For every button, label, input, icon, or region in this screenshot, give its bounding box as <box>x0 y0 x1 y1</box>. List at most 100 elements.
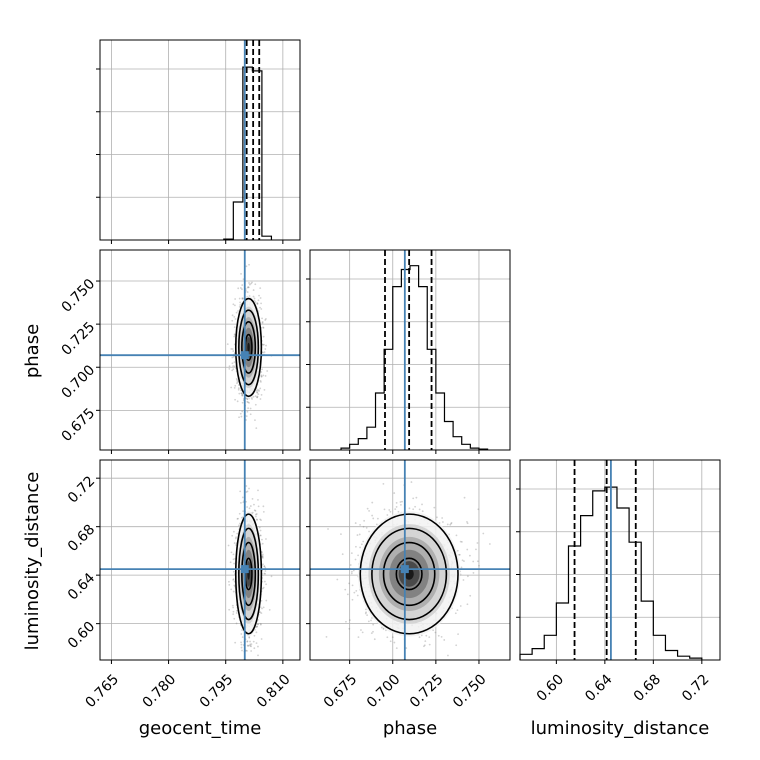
sample-point <box>249 640 251 643</box>
sample-point <box>424 640 427 643</box>
sample-point <box>241 649 243 652</box>
sample-point <box>370 619 372 622</box>
sample-point <box>248 636 251 639</box>
density-contour <box>359 513 459 635</box>
sample-point <box>239 287 242 289</box>
sample-point <box>236 532 239 535</box>
sample-point <box>246 286 249 289</box>
sample-point <box>256 396 259 399</box>
xtick-label-luminosity-distance: 0.60 <box>534 671 567 704</box>
sample-point <box>227 544 230 547</box>
sample-point <box>260 393 263 396</box>
sample-point <box>252 295 255 298</box>
sample-point <box>423 644 426 647</box>
sample-point <box>249 505 252 507</box>
xtick-label-geocent-time: 0.810 <box>254 671 294 711</box>
sample-point <box>241 298 244 300</box>
xtick-label-luminosity-distance: 0.64 <box>582 671 615 704</box>
xtick-label-geocent-time: 0.765 <box>83 671 123 711</box>
sample-point <box>395 647 398 650</box>
joint-panel-phase-luminosity-distance: 0.675 0.700 0.725 0.750 <box>306 459 511 711</box>
sample-point <box>262 563 264 566</box>
sample-point <box>251 398 253 400</box>
sample-point <box>248 487 250 490</box>
sample-point <box>253 647 256 650</box>
density-contour <box>238 309 260 386</box>
sample-point <box>345 620 347 623</box>
sample-point <box>341 553 344 556</box>
sample-point <box>259 534 262 537</box>
sample-point <box>259 534 262 537</box>
sample-point <box>257 654 259 657</box>
sample-point <box>236 382 238 385</box>
sample-point <box>362 540 365 543</box>
sample-point <box>367 620 370 623</box>
sample-point <box>262 510 265 513</box>
sample-point <box>231 314 234 317</box>
sample-point <box>372 517 375 520</box>
ytick-label-luminosity-distance: 0.60 <box>65 619 98 652</box>
sample-point <box>263 565 266 568</box>
sample-point <box>472 560 475 563</box>
sample-point <box>257 489 259 492</box>
sample-point <box>228 608 231 611</box>
sample-point <box>372 623 375 626</box>
sample-point <box>466 548 469 551</box>
sample-point <box>262 505 265 508</box>
hist-panel-luminosity-distance: 0.60 0.64 0.68 0.72 <box>516 459 721 705</box>
sample-point <box>482 532 485 535</box>
sample-point <box>233 326 236 328</box>
sample-point <box>250 282 253 285</box>
sample-point <box>256 302 259 305</box>
sample-point <box>233 530 235 533</box>
sample-point <box>230 588 233 591</box>
ytick-label-phase: 0.700 <box>59 362 99 402</box>
sample-point <box>238 512 241 515</box>
sample-point <box>232 365 235 367</box>
sample-point <box>233 562 236 565</box>
xtick-label-geocent-time: 0.780 <box>140 671 180 711</box>
sample-point <box>255 642 258 645</box>
sample-point <box>246 640 249 643</box>
ytick-label-luminosity-distance: 0.64 <box>65 570 98 603</box>
sample-point <box>232 355 235 358</box>
sample-point <box>351 584 354 587</box>
truth-marker <box>400 565 409 574</box>
sample-point <box>232 350 235 352</box>
sample-point <box>260 302 262 305</box>
sample-point <box>356 594 359 597</box>
sample-point <box>246 506 248 508</box>
sample-point <box>423 645 425 648</box>
sample-point <box>262 343 264 346</box>
sample-point <box>456 609 459 612</box>
sample-point <box>262 335 265 338</box>
xtick-label-luminosity-distance: 0.68 <box>631 671 664 704</box>
sample-point <box>241 394 244 397</box>
sample-point <box>360 629 362 631</box>
sample-point <box>234 398 236 401</box>
sample-point <box>241 297 244 299</box>
sample-point <box>232 610 235 613</box>
sample-point <box>360 680 362 682</box>
sample-point <box>357 636 360 638</box>
sample-point <box>373 638 376 641</box>
sample-point <box>240 641 242 644</box>
sample-point <box>260 375 263 378</box>
truth-marker <box>240 565 249 574</box>
sample-point <box>356 534 359 536</box>
sample-point <box>233 315 236 318</box>
sample-point <box>442 521 444 523</box>
sample-point <box>246 400 249 403</box>
sample-point <box>261 322 264 324</box>
sample-point <box>237 310 239 312</box>
sample-point <box>256 302 259 305</box>
sample-point <box>428 643 431 646</box>
sample-point <box>263 351 266 354</box>
sample-point <box>359 546 361 549</box>
sample-point <box>262 326 265 329</box>
sample-point <box>476 560 479 563</box>
sample-point <box>349 564 352 566</box>
sample-point <box>415 496 418 499</box>
sample-point <box>258 294 260 297</box>
sample-point <box>361 631 364 634</box>
